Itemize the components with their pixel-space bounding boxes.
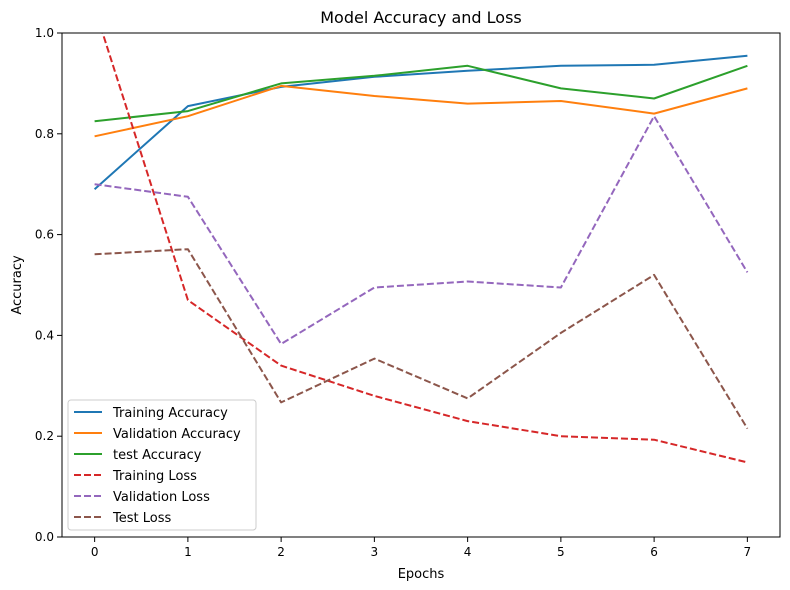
- series-line-validation-loss: [94, 115, 749, 345]
- series-line-training-loss: [101, 33, 748, 464]
- legend: Training Accuracy Validation Accuracy test…: [67, 399, 257, 531]
- x-tick-label: 7: [744, 545, 752, 559]
- x-tick-label: 0: [91, 545, 99, 559]
- y-tick-label: 0.8: [35, 127, 54, 141]
- series-line-test-accuracy: [94, 64, 748, 123]
- series-line-test-loss: [94, 248, 749, 430]
- legend-label: Training Accuracy: [112, 406, 228, 421]
- legend-label: Validation Loss: [113, 490, 210, 505]
- chart-title: Model Accuracy and Loss: [320, 8, 522, 27]
- x-tick-label: 4: [464, 545, 472, 559]
- series-line-validation-accuracy: [94, 84, 748, 138]
- y-tick-label: 0.2: [35, 429, 54, 443]
- plot-lines: [93, 33, 749, 464]
- series-line-training-accuracy: [93, 54, 748, 190]
- legend-label: test Accuracy: [113, 448, 202, 463]
- x-tick-label: 5: [557, 545, 565, 559]
- legend-box: [67, 399, 257, 531]
- y-tick-label: 0.6: [35, 228, 54, 242]
- legend-label: Test Loss: [112, 511, 171, 526]
- x-axis-label: Epochs: [398, 567, 445, 582]
- y-axis: 0.0 0.2 0.4 0.6 0.8 1.0: [35, 26, 62, 544]
- x-tick-label: 6: [650, 545, 658, 559]
- plot-frame: [61, 32, 781, 538]
- legend-label: Validation Accuracy: [113, 427, 241, 442]
- y-tick-label: 0.4: [35, 328, 54, 342]
- x-axis: 0 1 2 3 4 5 6 7: [91, 537, 751, 559]
- x-tick-label: 3: [371, 545, 379, 559]
- y-tick-label: 0.0: [35, 530, 54, 544]
- y-axis-label: Accuracy: [10, 255, 25, 315]
- x-tick-label: 1: [184, 545, 192, 559]
- legend-label: Training Loss: [112, 469, 197, 484]
- y-tick-label: 1.0: [35, 26, 54, 40]
- x-tick-label: 2: [277, 545, 285, 559]
